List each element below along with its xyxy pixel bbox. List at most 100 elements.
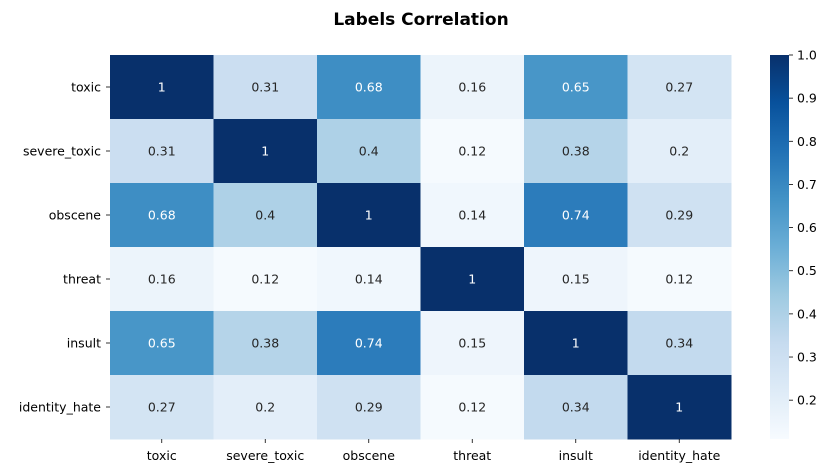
cell-annotation: 0.65	[148, 336, 176, 351]
cell-annotation: 0.4	[359, 144, 379, 159]
y-tick-label: identity_hate	[19, 400, 101, 415]
colorbar-tick-label: 0.6	[797, 220, 817, 235]
cell-annotation: 0.16	[148, 272, 176, 287]
cell-annotation: 0.27	[148, 400, 176, 415]
heatmap-cell-identity_hate-threat	[420, 375, 525, 440]
cell-annotation: 0.14	[458, 208, 486, 223]
heatmap-cell-toxic-toxic	[110, 55, 214, 120]
heatmap-cell-obscene-obscene	[317, 183, 421, 248]
heatmap-cell-identity_hate-severe_toxic	[213, 375, 318, 440]
y-tick-label: obscene	[49, 208, 102, 223]
heatmap-cell-insult-toxic	[110, 311, 214, 376]
cell-annotation: 0.68	[148, 208, 176, 223]
heatmap-cell-insult-severe_toxic	[213, 311, 318, 376]
x-tick-label: identity_hate	[638, 448, 720, 463]
heatmap-cell-threat-threat	[420, 247, 525, 312]
colorbar-tick-label: 0.3	[797, 350, 817, 365]
cell-annotation: 0.2	[669, 144, 689, 159]
colorbar-tick-label: 1.0	[797, 48, 817, 63]
cell-annotation: 0.12	[458, 400, 486, 415]
cell-annotation: 0.74	[355, 336, 383, 351]
y-tick-label: insult	[67, 336, 101, 351]
cell-annotation: 0.38	[562, 144, 590, 159]
annotations-layer: 1 0.31 0.68 0.16 0.65 0.27 0.31 1 0.4 0.12 0.38 0.2…	[148, 80, 693, 415]
cell-annotation: 0.34	[665, 336, 693, 351]
cell-annotation: 0.29	[665, 208, 693, 223]
heatmap-cell-threat-toxic	[110, 247, 214, 312]
cell-annotation: 0.34	[562, 400, 590, 415]
cell-annotation: 1	[675, 400, 683, 415]
colorbar-tick-label: 0.9	[797, 91, 817, 106]
heatmap-cell-identity_hate-toxic	[110, 375, 214, 440]
heatmap-cell-toxic-obscene	[317, 55, 421, 120]
heatmap-cell-identity_hate-identity_hate	[627, 375, 732, 440]
colorbar-tick-label: 0.5	[797, 263, 817, 278]
x-tick-labels: toxic severe_toxic obscene threat insult iden…	[147, 439, 721, 463]
colorbar-gradient	[770, 55, 789, 439]
cell-annotation: 0.12	[251, 272, 279, 287]
x-tick-label: toxic	[147, 448, 177, 463]
heatmap-cell-insult-obscene	[317, 311, 421, 376]
heatmap-cell-threat-insult	[524, 247, 628, 312]
cell-annotation: 0.31	[251, 80, 279, 95]
cell-annotation: 0.31	[148, 144, 176, 159]
heatmap-cell-obscene-severe_toxic	[213, 183, 318, 248]
heatmap-cell-toxic-insult	[524, 55, 628, 120]
x-tick-label: threat	[453, 448, 491, 463]
heatmap-cell-obscene-toxic	[110, 183, 214, 248]
cell-annotation: 1	[158, 80, 166, 95]
cell-annotation: 1	[261, 144, 269, 159]
y-tick-label: severe_toxic	[23, 144, 101, 159]
colorbar-tick-label: 0.8	[797, 134, 817, 149]
heatmap-cell-threat-identity_hate	[627, 247, 732, 312]
x-tick-label: insult	[559, 448, 593, 463]
heatmap-cell-threat-severe_toxic	[213, 247, 318, 312]
x-tick-label: obscene	[343, 448, 396, 463]
heatmap-cell-toxic-severe_toxic	[213, 55, 318, 120]
heatmap-cell-toxic-identity_hate	[627, 55, 732, 120]
y-tick-label: threat	[63, 272, 101, 287]
heatmap-cell-severe_toxic-obscene	[317, 119, 421, 184]
colorbar: 0.2 0.3 0.4 0.5 0.6 0.7 0.8 0.9 1.0	[770, 48, 817, 439]
cell-annotation: 1	[365, 208, 373, 223]
heatmap-cell-obscene-threat	[420, 183, 525, 248]
y-tick-label: toxic	[71, 80, 101, 95]
cell-annotation: 0.27	[665, 80, 693, 95]
heatmap-cell-threat-obscene	[317, 247, 421, 312]
heatmap-cell-insult-threat	[420, 311, 525, 376]
cell-annotation: 0.29	[355, 400, 383, 415]
cell-annotation: 1	[468, 272, 476, 287]
cell-annotation: 0.12	[458, 144, 486, 159]
heatmap-cell-insult-insult	[524, 311, 628, 376]
heatmap-cell-severe_toxic-toxic	[110, 119, 214, 184]
cell-annotation: 0.4	[255, 208, 275, 223]
cell-annotation: 0.15	[458, 336, 486, 351]
cell-annotation: 0.16	[458, 80, 486, 95]
cell-annotation: 0.15	[562, 272, 590, 287]
x-tick-label: severe_toxic	[226, 448, 304, 463]
heatmap-cell-identity_hate-insult	[524, 375, 628, 440]
colorbar-tick-label: 0.7	[797, 177, 817, 192]
heatmap-cell-insult-identity_hate	[627, 311, 732, 376]
heatmap-cell-obscene-insult	[524, 183, 628, 248]
heatmap-cell-severe_toxic-identity_hate	[627, 119, 732, 184]
cell-annotation: 1	[572, 336, 580, 351]
cell-annotation: 0.14	[355, 272, 383, 287]
cell-annotation: 0.68	[355, 80, 383, 95]
cell-annotation: 0.65	[562, 80, 590, 95]
heatmap-cell-identity_hate-obscene	[317, 375, 421, 440]
cell-annotation: 0.38	[251, 336, 279, 351]
cell-annotation: 0.74	[562, 208, 590, 223]
cell-annotation: 0.12	[665, 272, 693, 287]
heatmap-cell-severe_toxic-insult	[524, 119, 628, 184]
heatmap-cell-obscene-identity_hate	[627, 183, 732, 248]
heatmap-cell-severe_toxic-threat	[420, 119, 525, 184]
chart-title: Labels Correlation	[333, 10, 508, 30]
cell-annotation: 0.2	[255, 400, 275, 415]
heatmap-cell-toxic-threat	[420, 55, 525, 120]
cells-layer	[110, 55, 732, 440]
colorbar-tick-label: 0.2	[797, 393, 817, 408]
